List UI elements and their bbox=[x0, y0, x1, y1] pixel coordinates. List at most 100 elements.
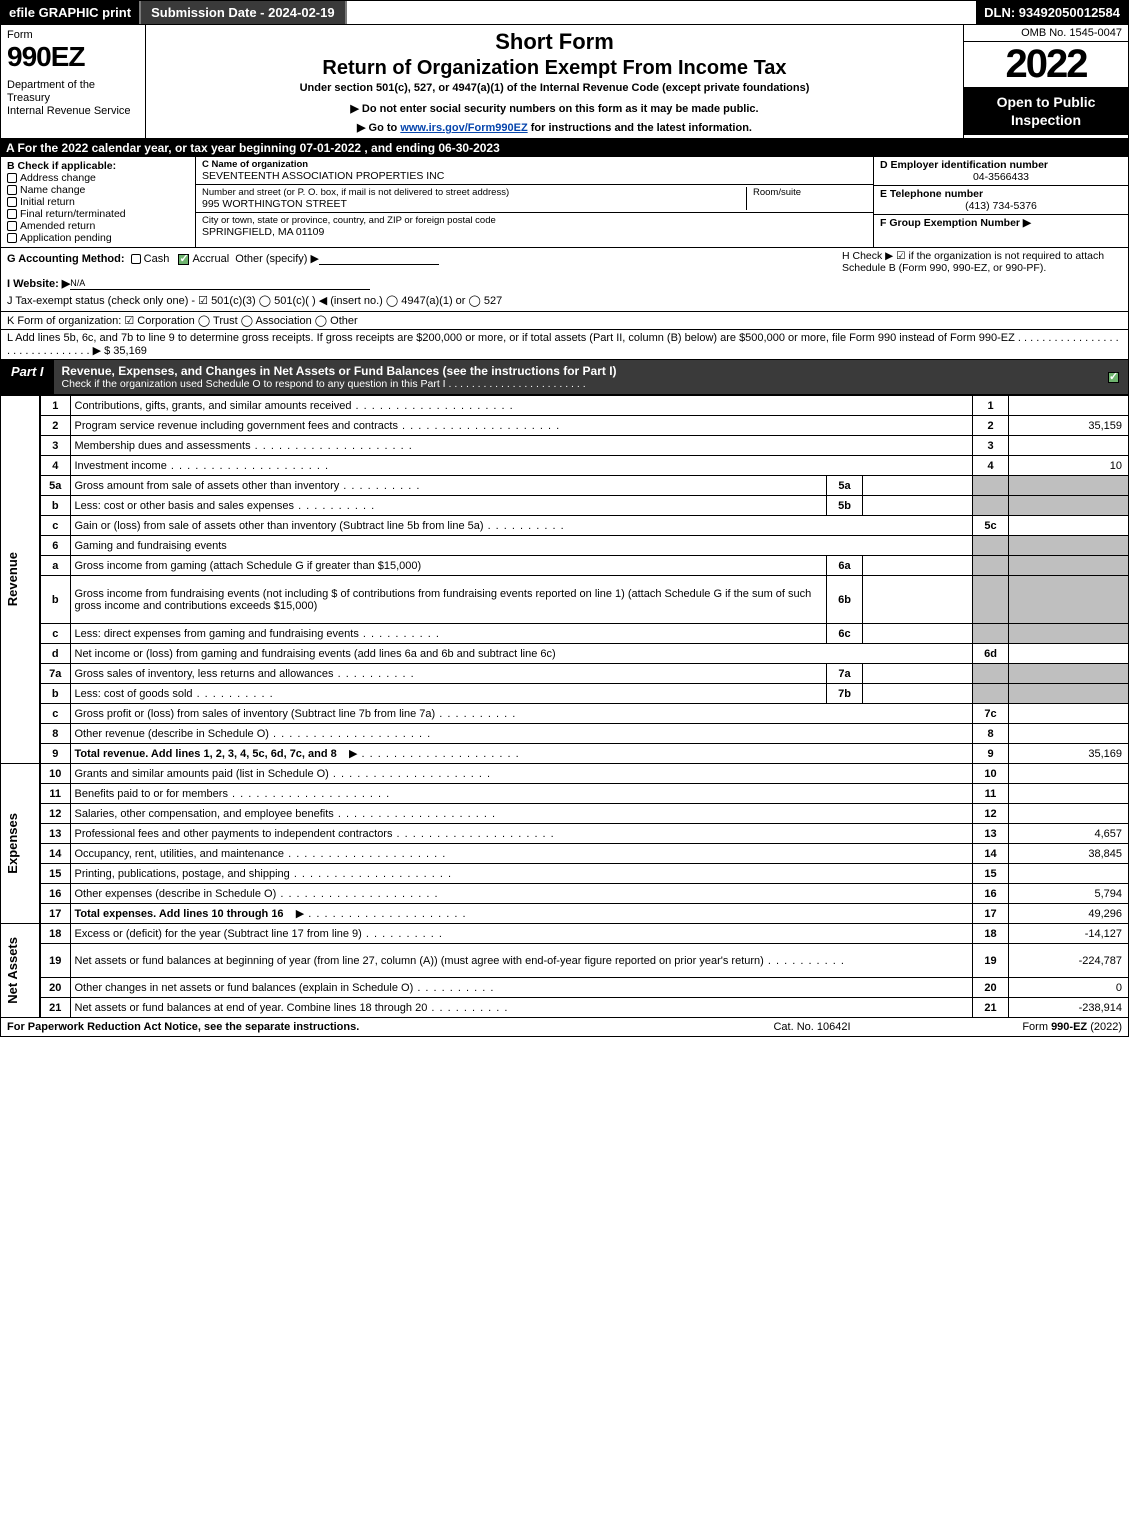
header-mid: Short Form Return of Organization Exempt… bbox=[146, 25, 963, 138]
val: 38,845 bbox=[1009, 844, 1129, 864]
part-sub: Check if the organization used Schedule … bbox=[62, 378, 1091, 390]
side-net-lbl: Net Assets bbox=[5, 937, 20, 1004]
ln: 20 bbox=[40, 978, 70, 998]
val bbox=[1009, 764, 1129, 784]
subval bbox=[863, 476, 973, 496]
line-desc: Program service revenue including govern… bbox=[70, 416, 973, 436]
short-form-label: Short Form bbox=[152, 29, 957, 55]
j-row: J Tax-exempt status (check only one) - ☑… bbox=[7, 294, 1122, 307]
rn bbox=[973, 476, 1009, 496]
d-ein: D Employer identification number 04-3566… bbox=[874, 157, 1128, 186]
b-text: Address change bbox=[20, 172, 96, 184]
form-subtitle: Under section 501(c), 527, or 4947(a)(1)… bbox=[152, 82, 957, 94]
ln: 13 bbox=[40, 824, 70, 844]
val: 4,657 bbox=[1009, 824, 1129, 844]
irs-link[interactable]: www.irs.gov/Form990EZ bbox=[400, 122, 527, 134]
rn: 14 bbox=[973, 844, 1009, 864]
line-desc: Gross income from fundraising events (no… bbox=[70, 576, 827, 624]
val: 35,169 bbox=[1009, 744, 1129, 764]
fr-post: (2022) bbox=[1087, 1021, 1122, 1033]
line-desc: Gross amount from sale of assets other t… bbox=[70, 476, 827, 496]
note-link: ▶ Go to www.irs.gov/Form990EZ for instru… bbox=[152, 121, 957, 134]
i-lbl: I Website: ▶ bbox=[7, 278, 70, 290]
ln: b bbox=[40, 576, 70, 624]
spacer bbox=[347, 1, 977, 24]
ln: c bbox=[40, 624, 70, 644]
val bbox=[1009, 784, 1129, 804]
val bbox=[1009, 804, 1129, 824]
ln: 10 bbox=[40, 764, 70, 784]
val bbox=[1009, 724, 1129, 744]
checkbox-icon[interactable] bbox=[7, 221, 17, 231]
rn bbox=[973, 624, 1009, 644]
checkbox-checked-icon[interactable] bbox=[1108, 372, 1119, 383]
rn: 8 bbox=[973, 724, 1009, 744]
rn: 11 bbox=[973, 784, 1009, 804]
ln: 15 bbox=[40, 864, 70, 884]
rn: 12 bbox=[973, 804, 1009, 824]
col-c: C Name of organization SEVENTEENTH ASSOC… bbox=[196, 157, 873, 247]
b-text: Initial return bbox=[20, 196, 75, 208]
val bbox=[1009, 704, 1129, 724]
rn bbox=[973, 664, 1009, 684]
ln: 9 bbox=[40, 744, 70, 764]
val: 0 bbox=[1009, 978, 1129, 998]
line-desc: Professional fees and other payments to … bbox=[70, 824, 973, 844]
l-text: L Add lines 5b, 6c, and 7b to line 9 to … bbox=[7, 332, 1119, 357]
line-desc: Gross income from gaming (attach Schedul… bbox=[70, 556, 827, 576]
part-title: Revenue, Expenses, and Changes in Net As… bbox=[54, 360, 1099, 394]
rn: 18 bbox=[973, 924, 1009, 944]
ln: 17 bbox=[40, 904, 70, 924]
g-cash: Cash bbox=[144, 253, 170, 265]
checkbox-icon[interactable] bbox=[7, 209, 17, 219]
val: -238,914 bbox=[1009, 998, 1129, 1018]
line-desc: Excess or (deficit) for the year (Subtra… bbox=[70, 924, 973, 944]
val: -224,787 bbox=[1009, 944, 1129, 978]
ln: c bbox=[40, 516, 70, 536]
e-phone: E Telephone number (413) 734-5376 bbox=[874, 186, 1128, 215]
ln: 3 bbox=[40, 436, 70, 456]
ln: 5a bbox=[40, 476, 70, 496]
rn: 4 bbox=[973, 456, 1009, 476]
val bbox=[1009, 664, 1129, 684]
g-lbl: G Accounting Method: bbox=[7, 253, 125, 265]
val: 49,296 bbox=[1009, 904, 1129, 924]
room-lbl: Room/suite bbox=[753, 187, 867, 198]
rn: 9 bbox=[973, 744, 1009, 764]
side-expenses: Expenses bbox=[1, 764, 41, 924]
subln: 5a bbox=[827, 476, 863, 496]
line-desc: Gross sales of inventory, less returns a… bbox=[70, 664, 827, 684]
subln: 6c bbox=[827, 624, 863, 644]
checkbox-icon[interactable] bbox=[7, 173, 17, 183]
checkbox-icon[interactable] bbox=[131, 254, 141, 264]
rn: 19 bbox=[973, 944, 1009, 978]
ln: 19 bbox=[40, 944, 70, 978]
row-k: K Form of organization: ☑ Corporation ◯ … bbox=[0, 312, 1129, 330]
ln: 18 bbox=[40, 924, 70, 944]
checkbox-checked-icon[interactable] bbox=[178, 254, 189, 265]
part-check bbox=[1099, 360, 1128, 394]
rn: 15 bbox=[973, 864, 1009, 884]
block-bc: B Check if applicable: Address change Na… bbox=[0, 157, 1129, 248]
line-desc: Printing, publications, postage, and shi… bbox=[70, 864, 973, 884]
top-bar: efile GRAPHIC print Submission Date - 20… bbox=[0, 0, 1129, 25]
checkbox-icon[interactable] bbox=[7, 197, 17, 207]
ln: 7a bbox=[40, 664, 70, 684]
ln: 2 bbox=[40, 416, 70, 436]
subval bbox=[863, 664, 973, 684]
form-header: Form 990EZ Department of the Treasury In… bbox=[0, 25, 1129, 139]
department: Department of the Treasury Internal Reve… bbox=[7, 79, 139, 119]
form-title: Return of Organization Exempt From Incom… bbox=[152, 57, 957, 80]
val bbox=[1009, 496, 1129, 516]
subln: 7b bbox=[827, 684, 863, 704]
g-other: Other (specify) ▶ bbox=[235, 253, 319, 265]
checkbox-icon[interactable] bbox=[7, 233, 17, 243]
phone-val: (413) 734-5376 bbox=[880, 200, 1122, 212]
ln: 8 bbox=[40, 724, 70, 744]
checkbox-icon[interactable] bbox=[7, 185, 17, 195]
val bbox=[1009, 644, 1129, 664]
rn: 10 bbox=[973, 764, 1009, 784]
subval bbox=[863, 624, 973, 644]
footer: For Paperwork Reduction Act Notice, see … bbox=[0, 1018, 1129, 1037]
l-val: 35,169 bbox=[113, 345, 147, 357]
